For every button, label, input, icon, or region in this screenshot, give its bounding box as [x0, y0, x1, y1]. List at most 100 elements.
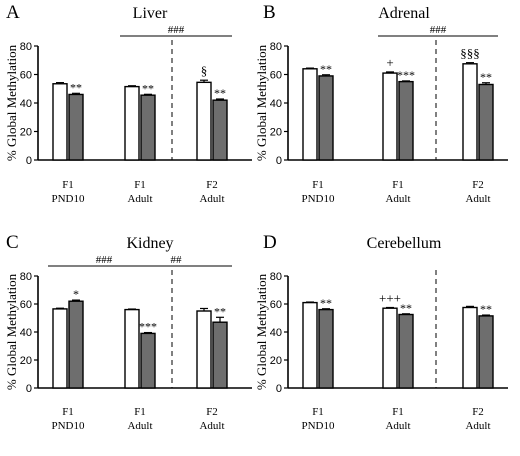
panel-title: Cerebellum	[367, 235, 442, 252]
y-tick-label: 0	[276, 383, 282, 395]
control-bar	[302, 68, 318, 161]
treated-bar	[478, 315, 494, 389]
treated-bar	[68, 300, 84, 389]
control-bar	[302, 301, 318, 389]
y-tick-label: 0	[26, 383, 32, 395]
y-tick-label: 60	[270, 70, 282, 82]
y-tick-label: 0	[276, 155, 282, 167]
significance-marker: **	[142, 81, 154, 95]
generation-marker: +	[386, 55, 393, 70]
x-category-label: F2	[206, 406, 218, 418]
panel-letter: D	[263, 232, 277, 253]
x-category-label: F1	[62, 406, 74, 418]
x-category-sublabel: PND10	[301, 193, 335, 205]
significance-marker: **	[320, 296, 332, 310]
x-category-sublabel: Adult	[385, 193, 410, 205]
panel-letter: C	[6, 232, 19, 253]
control-bar	[462, 63, 478, 161]
significance-marker: *	[73, 287, 79, 301]
generation-marker: §§§	[460, 46, 480, 61]
control-bar	[196, 81, 212, 161]
treated-bar	[478, 83, 494, 161]
significance-marker: **	[480, 302, 492, 316]
y-tick-label: 40	[20, 98, 32, 110]
y-tick-label: 40	[20, 327, 32, 339]
treated-bar	[212, 99, 228, 161]
y-tick-label: 80	[20, 41, 32, 53]
control-bar	[124, 308, 140, 389]
x-category-label: F1	[392, 406, 404, 418]
x-category-sublabel: Adult	[385, 420, 410, 432]
comparison-label: ###	[430, 24, 447, 36]
significance-marker: **	[400, 301, 412, 315]
y-tick-label: 60	[20, 70, 32, 82]
y-tick-label: 60	[270, 299, 282, 311]
x-category-sublabel: Adult	[199, 193, 224, 205]
x-category-sublabel: Adult	[465, 420, 490, 432]
y-tick-label: 20	[270, 355, 282, 367]
control-bar	[52, 308, 68, 389]
treated-bar	[398, 80, 414, 161]
x-category-sublabel: Adult	[127, 193, 152, 205]
y-tick-label: 80	[270, 271, 282, 283]
x-category-label: F2	[206, 179, 218, 191]
x-category-label: F1	[392, 179, 404, 191]
panel-adrenal: B Adrenal % Global Methylation 0 20 40 60 80 ** F…	[254, 2, 508, 205]
control-bar	[52, 83, 68, 161]
panel-cerebellum: D Cerebellum % Global Methylation 0 20 40 60 80…	[254, 232, 508, 432]
y-axis-label: % Global Methylation	[254, 273, 269, 390]
x-category-label: F1	[312, 406, 324, 418]
x-category-sublabel: PND10	[51, 420, 85, 432]
control-bar	[382, 72, 398, 161]
y-tick-label: 20	[20, 127, 32, 139]
treated-bar	[140, 94, 156, 161]
y-tick-label: 0	[26, 155, 32, 167]
panel-liver: A Liver % Global Methylation 0 20 40 60 80 ** F1 P…	[4, 2, 252, 205]
control-bar	[124, 85, 140, 161]
panel-title: Liver	[133, 5, 168, 22]
y-axis-label: % Global Methylation	[4, 273, 19, 390]
treated-bar	[212, 321, 228, 389]
x-category-sublabel: PND10	[51, 193, 85, 205]
y-axis-label: % Global Methylation	[4, 44, 19, 161]
treated-bar	[140, 332, 156, 389]
generation-marker: §	[201, 63, 208, 78]
comparison-label: ###	[168, 24, 185, 36]
panel-letter: A	[6, 2, 20, 23]
x-category-label: F2	[472, 406, 484, 418]
significance-marker: ***	[139, 320, 157, 334]
x-category-label: F1	[134, 179, 146, 191]
y-axis-label: % Global Methylation	[254, 44, 269, 161]
treated-bar	[318, 75, 334, 161]
significance-marker: **	[70, 80, 82, 94]
significance-marker: **	[320, 62, 332, 76]
x-category-sublabel: Adult	[465, 193, 490, 205]
significance-marker: **	[214, 304, 226, 318]
x-category-label: F1	[62, 179, 74, 191]
control-bar	[196, 310, 212, 389]
control-bar	[462, 306, 478, 389]
treated-bar	[398, 313, 414, 389]
comparison-label: ###	[96, 254, 113, 266]
generation-marker: +++	[379, 291, 401, 306]
y-tick-label: 60	[20, 299, 32, 311]
treated-bar	[68, 93, 84, 161]
x-category-label: F1	[134, 406, 146, 418]
panel-letter: B	[263, 2, 276, 23]
significance-marker: **	[214, 86, 226, 100]
significance-marker: ***	[397, 68, 415, 82]
panel-title: Adrenal	[378, 5, 430, 22]
x-category-sublabel: Adult	[127, 420, 152, 432]
x-category-sublabel: Adult	[199, 420, 224, 432]
control-bar	[382, 307, 398, 389]
x-category-label: F1	[312, 179, 324, 191]
y-tick-label: 40	[270, 327, 282, 339]
panel-kidney: C Kidney % Global Methylation 0 20 40 60 80 * F1 P…	[4, 232, 252, 432]
y-tick-label: 80	[20, 271, 32, 283]
comparison-label: ##	[171, 254, 183, 266]
x-category-sublabel: PND10	[301, 420, 335, 432]
y-tick-label: 20	[270, 127, 282, 139]
x-category-label: F2	[472, 179, 484, 191]
y-tick-label: 20	[20, 355, 32, 367]
